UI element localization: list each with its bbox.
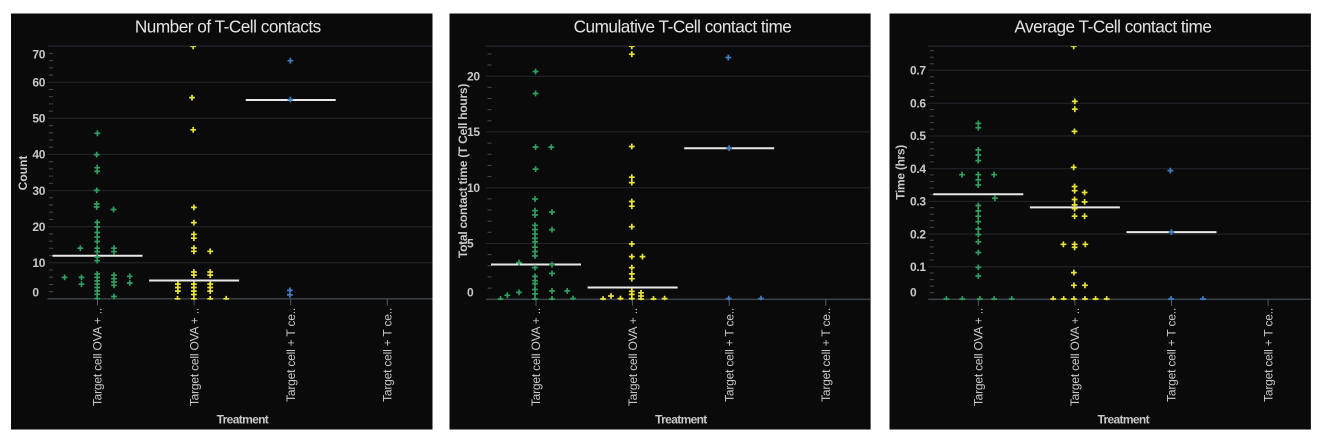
svg-text:Time (hrs): Time (hrs) (894, 145, 908, 200)
svg-text:10: 10 (467, 181, 480, 195)
svg-text:Target cell + T ce..: Target cell + T ce.. (284, 308, 298, 402)
svg-text:0.4: 0.4 (910, 162, 926, 176)
svg-text:Target cell OVA + ..: Target cell OVA + .. (187, 308, 201, 406)
svg-text:30: 30 (32, 184, 45, 198)
svg-text:Target cell OVA + ..: Target cell OVA + .. (972, 308, 986, 406)
svg-text:Treatment: Treatment (217, 413, 269, 427)
svg-text:15: 15 (467, 125, 480, 139)
svg-text:Count: Count (16, 156, 30, 191)
svg-text:Target cell + T ce..: Target cell + T ce.. (1165, 308, 1179, 402)
svg-text:0: 0 (910, 285, 917, 299)
svg-text:Target cell OVA + ..: Target cell OVA + .. (626, 308, 640, 406)
svg-text:0: 0 (467, 286, 474, 300)
svg-text:Target cell + T ce..: Target cell + T ce.. (381, 308, 395, 402)
svg-text:Target cell OVA + ..: Target cell OVA + .. (1068, 308, 1082, 406)
svg-text:Treatment: Treatment (655, 413, 707, 427)
svg-text:Total contact time (T Cell hou: Total contact time (T Cell hours) (456, 84, 470, 258)
svg-text:20: 20 (467, 69, 480, 83)
svg-text:10: 10 (32, 256, 45, 270)
svg-text:5: 5 (467, 237, 474, 251)
svg-text:Target cell + T ce..: Target cell + T ce.. (722, 308, 736, 402)
svg-text:0.7: 0.7 (910, 64, 926, 78)
svg-text:Number of T-Cell contacts: Number of T-Cell contacts (135, 16, 321, 36)
svg-text:0: 0 (32, 286, 39, 300)
svg-text:Target cell + T ce..: Target cell + T ce.. (1261, 308, 1275, 402)
svg-text:Target cell OVA + ..: Target cell OVA + .. (91, 308, 105, 406)
svg-text:0.2: 0.2 (910, 227, 926, 241)
svg-text:0.3: 0.3 (910, 195, 926, 209)
svg-text:Target cell + T ce..: Target cell + T ce.. (819, 308, 833, 402)
svg-text:70: 70 (32, 48, 45, 62)
svg-text:Cumulative T-Cell contact time: Cumulative T-Cell contact time (574, 16, 792, 36)
svg-text:Target cell OVA + ..: Target cell OVA + .. (529, 308, 543, 406)
svg-text:Treatment: Treatment (1097, 413, 1149, 427)
svg-text:Average T-Cell contact time: Average T-Cell contact time (1014, 16, 1211, 36)
svg-text:0.1: 0.1 (910, 260, 926, 274)
svg-text:50: 50 (32, 112, 45, 126)
svg-text:40: 40 (32, 148, 45, 162)
svg-text:0.6: 0.6 (910, 97, 926, 111)
svg-text:20: 20 (32, 220, 45, 234)
svg-text:60: 60 (32, 75, 45, 89)
svg-text:0.5: 0.5 (910, 129, 926, 143)
